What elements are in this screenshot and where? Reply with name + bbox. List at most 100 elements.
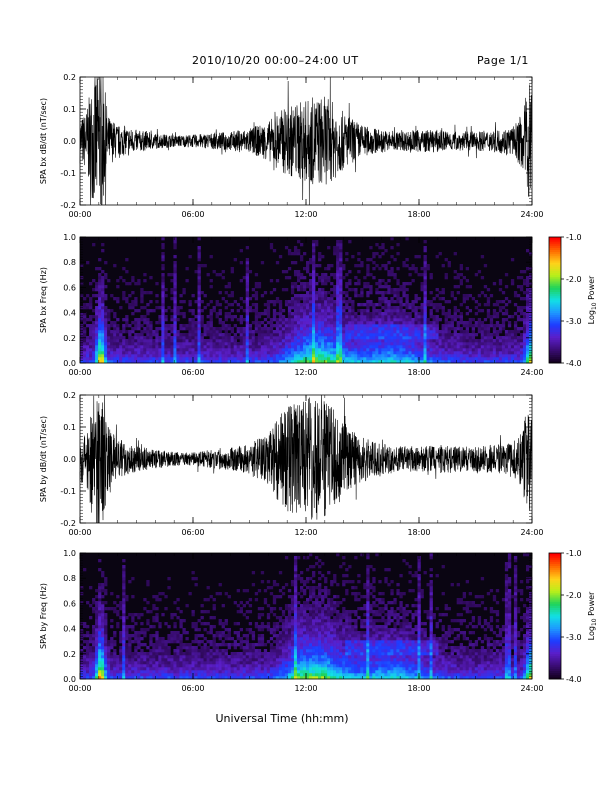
spectrogram-cell: [110, 643, 114, 647]
spectrogram-cell: [381, 312, 385, 316]
colorbar-segment: [549, 327, 561, 330]
spectrogram-cell: [456, 285, 460, 289]
spectrogram-cell: [179, 625, 183, 629]
spectrogram-cell: [510, 330, 515, 334]
spectrogram-cell: [227, 643, 231, 647]
spectrogram-cell: [293, 324, 298, 328]
y-tick-label: 0.1: [63, 423, 76, 432]
spectrogram-cell: [230, 658, 234, 662]
spectrogram-cell: [333, 348, 337, 352]
spectrogram-cell: [429, 321, 433, 325]
spectrogram-cell: [396, 321, 400, 325]
spectrogram-cell: [369, 273, 373, 277]
spectrogram-cell: [287, 309, 292, 313]
spectrogram-cell: [170, 640, 174, 644]
spectrogram-cell: [116, 673, 120, 677]
spectrogram-cell: [80, 649, 84, 653]
spectrogram-cell: [363, 324, 367, 328]
spectrogram-cell: [402, 351, 406, 355]
spectrogram-cell: [312, 342, 316, 346]
spectrogram-cell: [173, 661, 177, 665]
spectrogram-cell: [330, 282, 334, 286]
spectrogram-cell: [170, 655, 174, 659]
spectrogram-cell: [113, 655, 117, 659]
spectrogram-cell: [281, 324, 286, 328]
spectrogram-cell: [423, 333, 427, 337]
spectrogram-cell: [387, 315, 391, 319]
spectrogram-cell: [528, 312, 533, 316]
spectrogram-cell: [125, 661, 129, 665]
spectrogram-cell: [215, 312, 219, 316]
spectrogram-cell: [212, 670, 216, 674]
spectrogram-cell: [155, 333, 159, 337]
spectrogram-cell: [155, 616, 159, 620]
spectrogram-cell: [399, 324, 403, 328]
spectrogram-cell: [417, 321, 421, 325]
spectrogram-cell: [302, 252, 307, 256]
spectrogram-cell: [444, 327, 448, 331]
spectrogram-cell: [116, 664, 120, 668]
spectrogram-cell: [342, 297, 346, 301]
spectrogram-cell: [462, 348, 466, 352]
spectrogram-cell: [185, 348, 189, 352]
spectrogram-cell: [293, 327, 298, 331]
spectrogram-cell: [336, 270, 340, 274]
spectrogram-cell: [441, 333, 445, 337]
spectrogram-cell: [104, 294, 108, 298]
spectrogram-cell: [245, 628, 250, 632]
spectrogram-cell: [209, 658, 213, 662]
spectrogram-cell: [119, 661, 123, 665]
spectrogram-cell: [342, 306, 346, 310]
spectrogram-cell: [432, 345, 436, 349]
spectrogram-cell: [390, 237, 394, 241]
spectrogram-cell: [492, 345, 497, 349]
spectrogram-cell: [101, 360, 105, 364]
spectrogram-cell: [330, 333, 334, 337]
spectrogram-cell: [113, 264, 117, 268]
spectrogram-cell: [447, 315, 451, 319]
spectrogram-cell: [275, 339, 280, 343]
spectrogram-cell: [155, 667, 159, 671]
spectrogram-cell: [275, 351, 280, 355]
spectrogram-cell: [495, 339, 500, 343]
spectrogram-cell: [444, 354, 448, 358]
spectrogram-cell: [339, 255, 343, 259]
spectrogram-cell: [266, 306, 271, 310]
spectrogram-cell: [281, 327, 286, 331]
spectrogram-cell: [218, 619, 222, 623]
spectrogram-cell: [278, 354, 283, 358]
spectrogram-cell: [435, 360, 439, 364]
spectrogram-cell: [197, 282, 201, 286]
spectrogram-cell: [236, 336, 240, 340]
spectrogram-cell: [134, 354, 138, 358]
spectrogram-cell: [146, 318, 150, 322]
spectrogram-cell: [357, 282, 361, 286]
spectrogram-cell: [312, 351, 316, 355]
spectrogram-cell: [336, 348, 340, 352]
spectrogram-cell: [438, 252, 442, 256]
spectrogram-cell: [125, 676, 129, 680]
spectrogram-cell: [98, 643, 102, 647]
spectrogram-cell: [299, 327, 304, 331]
spectrogram-cell: [495, 330, 500, 334]
spectrogram-cell: [432, 327, 436, 331]
spectrogram-cell: [203, 667, 207, 671]
spectrogram-cell: [441, 291, 445, 295]
spectrogram-cell: [444, 330, 448, 334]
spectrogram-cell: [254, 330, 259, 334]
spectrogram-cell: [525, 354, 530, 358]
spectrogram-cell: [212, 625, 216, 629]
spectrogram-cell: [330, 309, 334, 313]
spectrogram-cell: [98, 667, 102, 671]
spectrogram-cell: [89, 676, 93, 680]
spectrogram-cell: [80, 628, 84, 632]
spectrogram-cell: [173, 270, 177, 274]
spectrogram-cell: [245, 637, 250, 641]
spectrogram-cell: [131, 613, 135, 617]
spectrogram-cell: [333, 354, 337, 358]
spectrogram-cell: [528, 309, 533, 313]
spectrogram-cell: [173, 303, 177, 307]
spectrogram-cell: [266, 321, 271, 325]
